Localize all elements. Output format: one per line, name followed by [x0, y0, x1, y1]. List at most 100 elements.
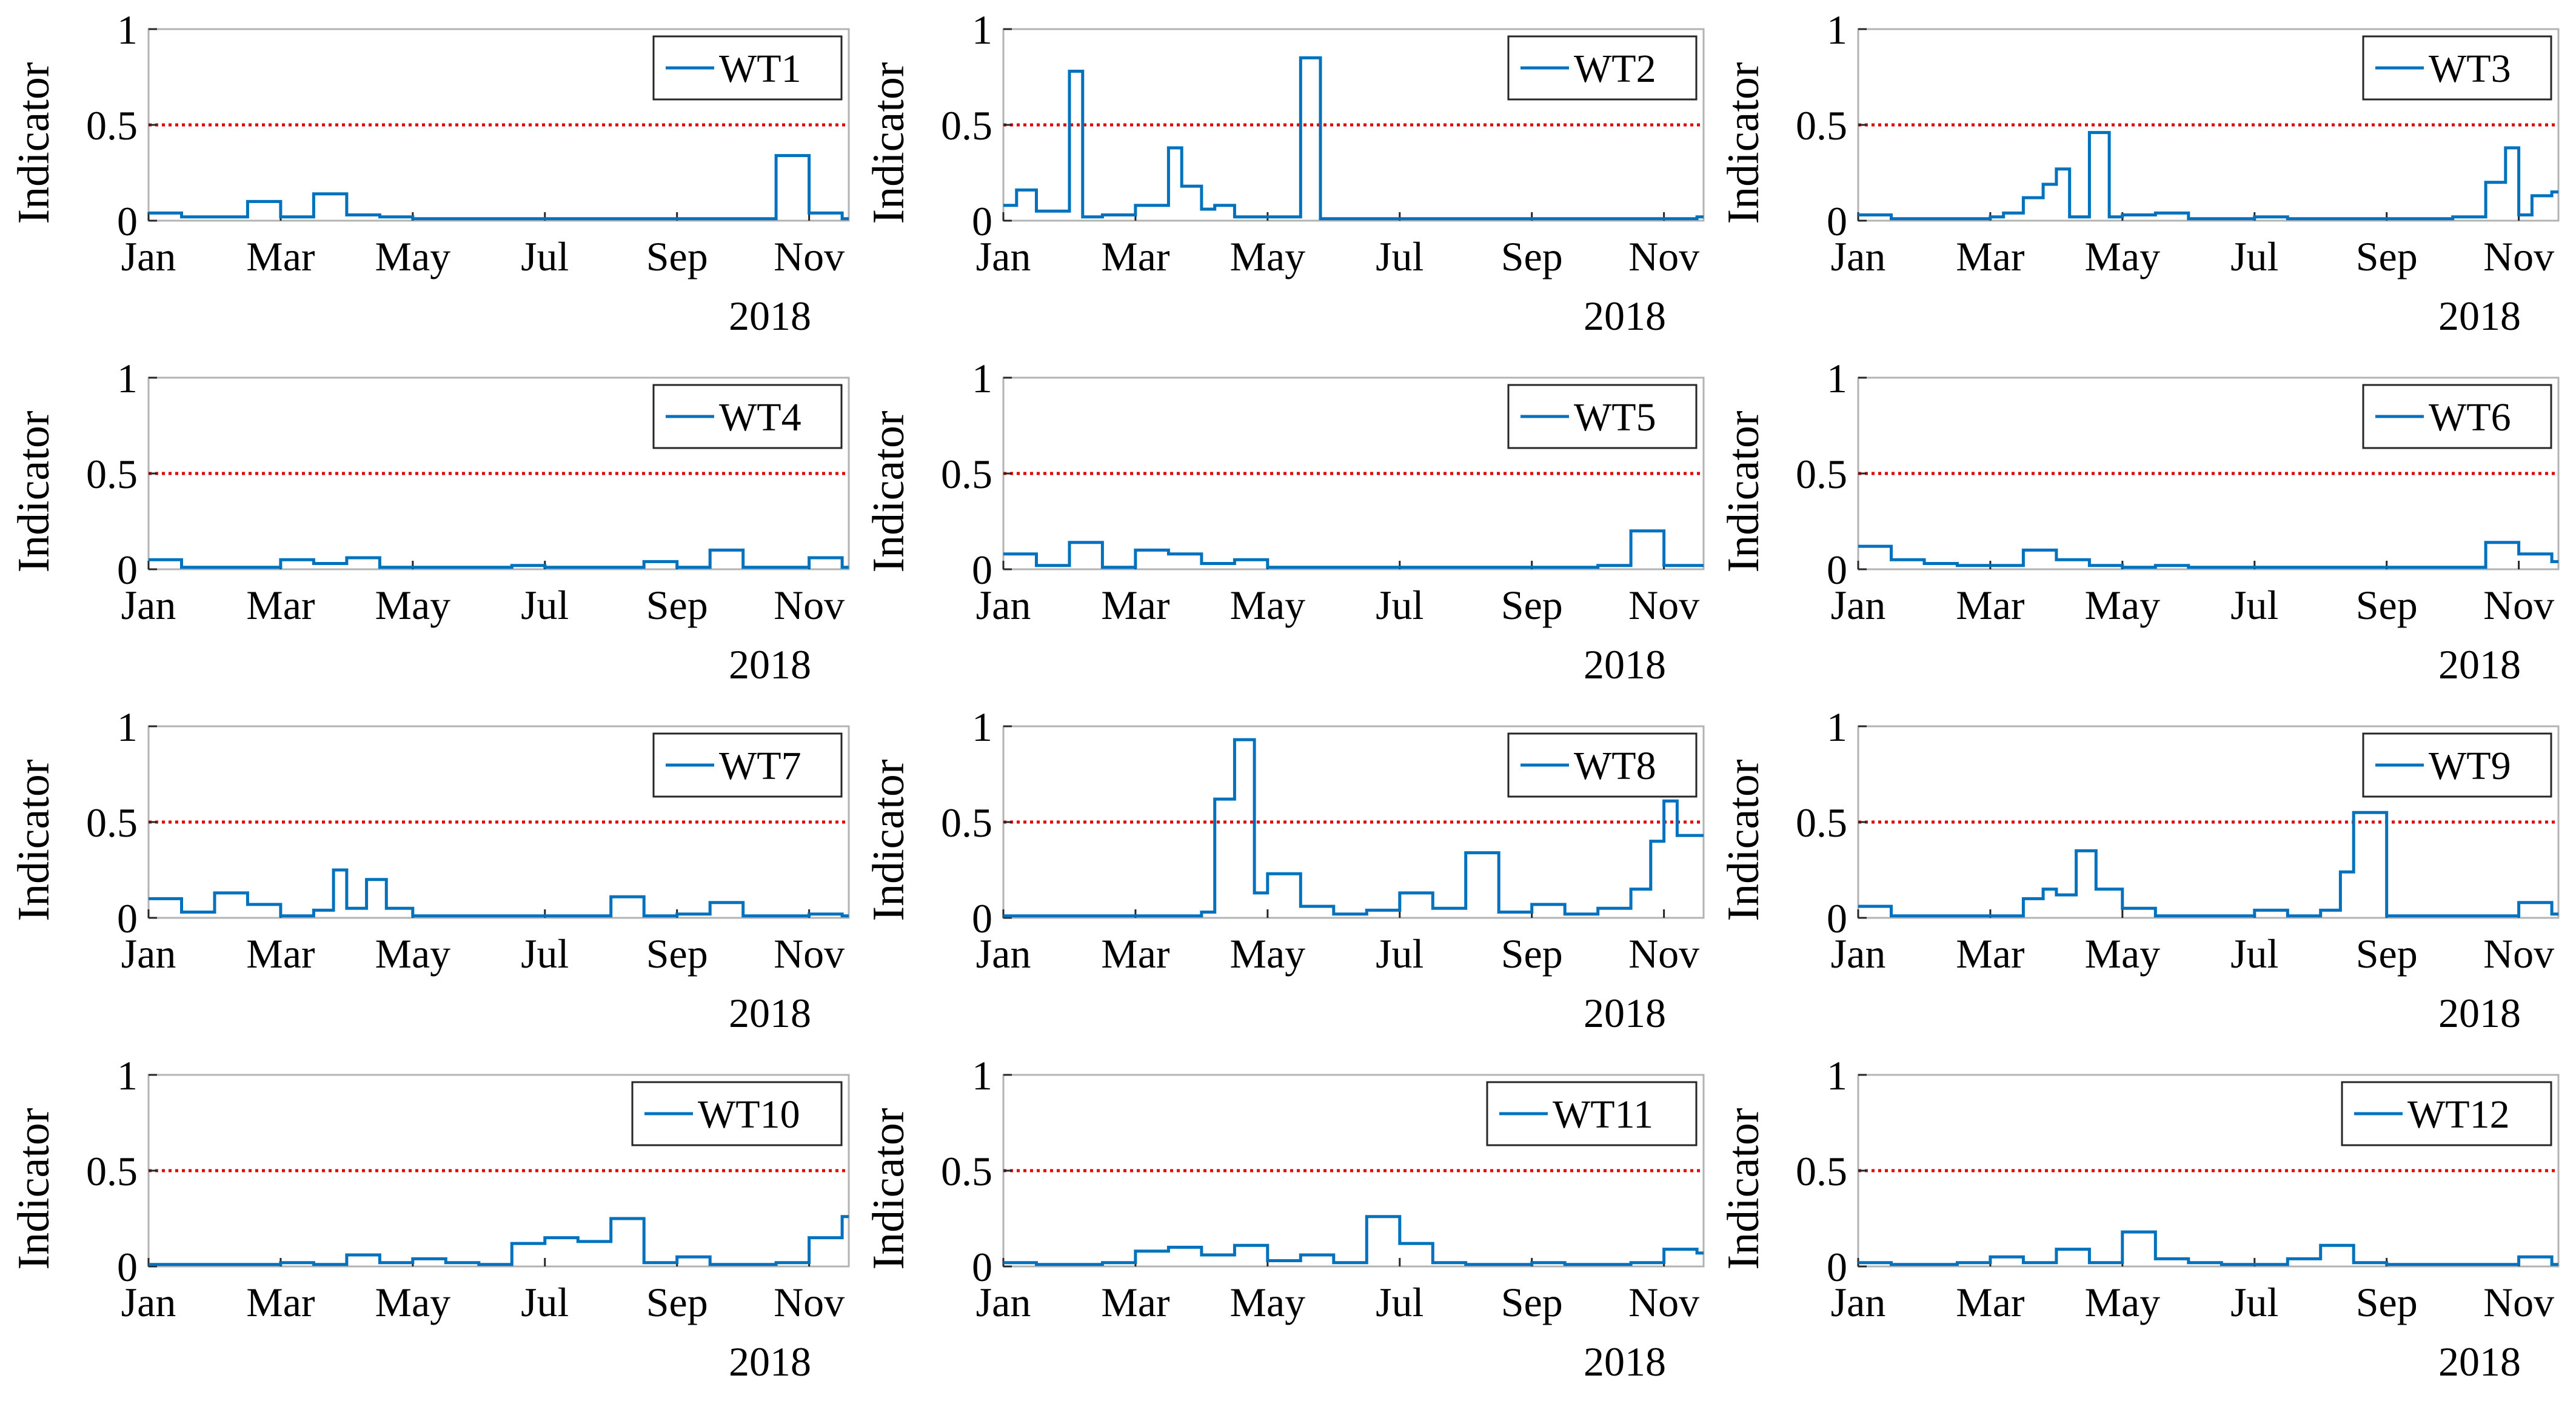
y-axis-label: Indicator: [864, 410, 914, 572]
x-tick-label: May: [375, 233, 451, 279]
x-tick-label: Nov: [1628, 233, 1699, 279]
panel-wt9: 0 0.5 1 Jan Mar May Jul Sep Nov 2018 Indicator WT9: [1710, 697, 2560, 1046]
x-tick-label: Nov: [1628, 582, 1699, 628]
x-tick-label: Jan: [1831, 582, 1886, 628]
x-tick-label: Nov: [2483, 931, 2554, 977]
x-tick-label: Mar: [1956, 582, 2025, 628]
y-tick-label: 0: [1827, 1244, 1847, 1290]
legend-label: WT8: [1574, 744, 1656, 788]
x-tick-label: Nov: [774, 582, 845, 628]
x-tick-label: Jul: [521, 582, 569, 628]
x-tick-label: Jan: [121, 582, 176, 628]
panel-wt2: 0 0.5 1 Jan Mar May Jul Sep Nov 2018 Indicator WT2: [855, 0, 1705, 349]
year-label: 2018: [1584, 641, 1666, 687]
legend-label: WT3: [2429, 47, 2511, 91]
y-tick-label: 1: [117, 1052, 138, 1099]
x-tick-label: Jan: [1831, 931, 1886, 977]
series-line-wt3: [1858, 131, 2558, 221]
x-tick-label: Jul: [2230, 1279, 2278, 1325]
x-tick-label: May: [1230, 233, 1306, 279]
x-tick-label: Jul: [2230, 931, 2278, 977]
x-tick-label: Sep: [1501, 1279, 1563, 1325]
y-axis-label: Indicator: [1719, 1108, 1768, 1269]
x-tick-label: May: [2085, 931, 2161, 977]
x-tick-label: Jan: [976, 931, 1031, 977]
x-tick-label: Mar: [246, 582, 315, 628]
panel-wt7: 0 0.5 1 Jan Mar May Jul Sep Nov 2018 Indicator WT7: [0, 697, 850, 1046]
x-tick-label: Jan: [121, 1279, 176, 1325]
legend-label: WT2: [1574, 47, 1656, 91]
x-tick-label: Mar: [246, 233, 315, 279]
x-tick-label: Nov: [2483, 1279, 2554, 1325]
x-tick-label: Mar: [1956, 233, 2025, 279]
x-tick-label: Jul: [1376, 931, 1423, 977]
legend-label: WT11: [1553, 1092, 1653, 1137]
x-tick-label: Mar: [1101, 1279, 1170, 1325]
year-label: 2018: [2438, 641, 2521, 687]
y-tick-label: 0.5: [86, 1148, 138, 1194]
x-tick-label: Jul: [521, 1279, 569, 1325]
x-tick-label: Sep: [1501, 582, 1563, 628]
x-tick-label: Sep: [646, 931, 708, 977]
x-tick-label: Sep: [2356, 931, 2418, 977]
x-tick-label: Sep: [646, 1279, 708, 1325]
y-tick-label: 0.5: [1796, 102, 1847, 149]
year-label: 2018: [729, 990, 811, 1036]
y-tick-label: 1: [1827, 7, 1847, 53]
chart-wt3: 0 0.5 1 Jan Mar May Jul Sep Nov 2018 Indicator WT3: [1719, 7, 2560, 339]
x-tick-label: Mar: [246, 1279, 315, 1325]
chart-wt10: 0 0.5 1 Jan Mar May Jul Sep Nov 2018 Indicator WT10: [9, 1052, 850, 1385]
panel-wt3: 0 0.5 1 Jan Mar May Jul Sep Nov 2018 Indicator WT3: [1710, 0, 2560, 349]
year-label: 2018: [1584, 1339, 1666, 1385]
year-label: 2018: [1584, 990, 1666, 1036]
panel-wt4: 0 0.5 1 Jan Mar May Jul Sep Nov 2018 Indicator WT4: [0, 349, 850, 697]
x-tick-label: Sep: [646, 582, 708, 628]
x-tick-label: Nov: [2483, 582, 2554, 628]
x-tick-label: Jul: [1376, 1279, 1423, 1325]
panel-wt1: 0 0.5 1 Jan Mar May Jul Sep Nov 2018 Indicator WT1: [0, 0, 850, 349]
y-axis-label: Indicator: [864, 759, 914, 921]
legend-label: WT12: [2407, 1092, 2510, 1137]
y-axis-label: Indicator: [9, 1108, 59, 1269]
y-tick-label: 1: [972, 355, 992, 401]
x-tick-label: Jan: [976, 233, 1031, 279]
x-tick-label: May: [1230, 1279, 1306, 1325]
y-tick-label: 0: [972, 1244, 992, 1290]
x-tick-label: Jan: [976, 582, 1031, 628]
y-tick-label: 1: [117, 704, 138, 750]
x-tick-label: Nov: [774, 931, 845, 977]
chart-wt7: 0 0.5 1 Jan Mar May Jul Sep Nov 2018 Indicator WT7: [9, 704, 850, 1036]
panel-wt6: 0 0.5 1 Jan Mar May Jul Sep Nov 2018 Indicator WT6: [1710, 349, 2560, 697]
chart-wt6: 0 0.5 1 Jan Mar May Jul Sep Nov 2018 Indicator WT6: [1719, 355, 2560, 687]
y-tick-label: 0: [972, 547, 992, 593]
y-tick-label: 1: [972, 7, 992, 53]
x-tick-label: Jul: [1376, 582, 1423, 628]
y-axis-label: Indicator: [1719, 759, 1768, 921]
y-tick-label: 0: [117, 198, 138, 244]
y-tick-label: 0.5: [86, 451, 138, 497]
y-tick-label: 0.5: [941, 1148, 992, 1194]
panel-wt11: 0 0.5 1 Jan Mar May Jul Sep Nov 2018 Indicator WT11: [855, 1046, 1705, 1394]
y-tick-label: 0: [1827, 198, 1847, 244]
legend-label: WT10: [698, 1092, 800, 1137]
x-tick-label: May: [1230, 931, 1306, 977]
chart-wt2: 0 0.5 1 Jan Mar May Jul Sep Nov 2018 Indicator WT2: [864, 7, 1705, 339]
y-axis-label: Indicator: [9, 759, 59, 921]
y-axis-label: Indicator: [9, 62, 59, 224]
y-tick-label: 0: [1827, 895, 1847, 941]
legend-label: WT9: [2429, 744, 2511, 788]
legend-label: WT4: [719, 395, 801, 440]
y-tick-label: 0.5: [86, 102, 138, 149]
legend-label: WT6: [2429, 395, 2511, 440]
x-tick-label: Jul: [1376, 233, 1423, 279]
legend-label: WT1: [719, 47, 801, 91]
y-tick-label: 0.5: [1796, 451, 1847, 497]
year-label: 2018: [2438, 1339, 2521, 1385]
x-tick-label: May: [2085, 233, 2161, 279]
year-label: 2018: [729, 1339, 811, 1385]
series-line-wt2: [1003, 56, 1704, 221]
y-tick-label: 0.5: [941, 800, 992, 846]
y-tick-label: 0: [1827, 547, 1847, 593]
y-tick-label: 1: [1827, 704, 1847, 750]
